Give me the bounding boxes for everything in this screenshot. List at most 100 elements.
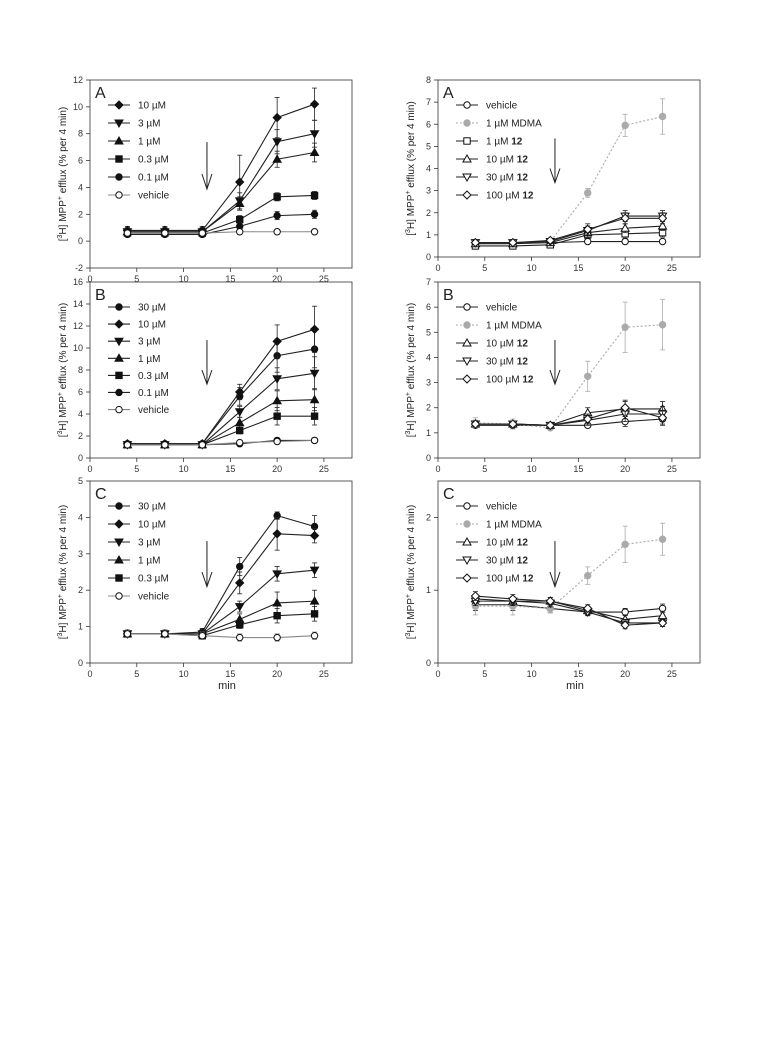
- x-tick-label: 25: [319, 669, 329, 679]
- legend-marker: [462, 374, 472, 384]
- series-line: [475, 407, 663, 426]
- y-axis-label: [3H] MPP+ efflux (% per 4 min): [405, 505, 417, 640]
- legend-label: 0.3 µM: [138, 155, 169, 166]
- data-point: [309, 130, 320, 139]
- legend-marker: [114, 538, 124, 548]
- legend-marker: [115, 502, 123, 510]
- x-tick-label: 5: [482, 669, 487, 679]
- x-tick-label: 10: [527, 263, 537, 273]
- y-tick-label: 8: [78, 129, 83, 139]
- data-point: [236, 621, 244, 629]
- legend-label: 100 µM 12: [486, 574, 534, 585]
- y-tick-label: 12: [73, 75, 83, 85]
- data-point: [621, 323, 629, 331]
- x-tick-label: 25: [667, 263, 677, 273]
- y-axis-label: [3H] MPP+ efflux (% per 4 min): [57, 505, 69, 640]
- x-tick-label: 10: [527, 669, 537, 679]
- data-point: [273, 412, 281, 420]
- data-point: [123, 630, 132, 638]
- legend-marker: [115, 191, 123, 199]
- legend-label: 1 µM 12: [486, 137, 523, 148]
- data-point: [309, 369, 320, 379]
- y-tick-label: 4: [78, 512, 83, 522]
- legend-marker: [115, 303, 123, 311]
- y-tick-label: 7: [426, 277, 431, 287]
- legend-label: 30 µM: [138, 502, 166, 513]
- drug-arrow-head: [549, 168, 561, 185]
- panel-label: C: [95, 486, 107, 503]
- series-5: [470, 591, 668, 630]
- legend-label: 10 µM 12: [486, 155, 528, 166]
- series-1: [471, 413, 667, 430]
- data-point: [310, 228, 319, 236]
- legend-marker: [114, 319, 124, 329]
- drug-arrow-head: [201, 571, 213, 589]
- y-tick-label: 5: [78, 476, 83, 486]
- series-line: [127, 328, 315, 445]
- x-tick-label: 20: [620, 263, 630, 273]
- data-point: [123, 441, 132, 449]
- panel-label: A: [95, 85, 106, 102]
- x-tick-label: 25: [667, 669, 677, 679]
- legend-label: 10 µM 12: [486, 339, 528, 350]
- data-point: [272, 597, 283, 607]
- y-tick-label: 6: [78, 156, 83, 166]
- series-line: [127, 600, 315, 635]
- panel-label: A: [443, 85, 454, 102]
- data-point: [621, 237, 629, 246]
- y-tick-label: 4: [426, 352, 431, 362]
- legend-label: 30 µM 12: [486, 357, 528, 368]
- x-tick-label: 25: [319, 274, 329, 284]
- series-line: [475, 600, 663, 624]
- y-tick-label: 16: [73, 277, 83, 287]
- series-line: [475, 225, 663, 245]
- y-axis-label: [3H] MPP+ efflux (% per 4 min): [57, 107, 69, 242]
- legend-marker: [115, 173, 123, 181]
- plot-frame: [437, 480, 701, 664]
- x-tick-label: 5: [482, 464, 487, 474]
- data-point: [234, 198, 245, 208]
- y-tick-label: 4: [78, 409, 83, 419]
- series-line: [127, 439, 315, 446]
- data-point: [583, 414, 593, 424]
- data-point: [309, 324, 320, 335]
- data-point: [657, 413, 668, 423]
- data-point: [658, 604, 667, 613]
- data-point: [161, 441, 169, 449]
- data-point: [273, 228, 281, 236]
- series-line: [475, 115, 663, 245]
- data-point: [584, 571, 592, 580]
- series-line: [127, 231, 315, 234]
- data-point: [198, 441, 206, 449]
- data-point: [508, 419, 518, 429]
- legend-label: vehicle: [138, 592, 170, 603]
- legend-label: 10 µM: [138, 520, 166, 531]
- legend-marker: [462, 190, 472, 200]
- x-axis-label: min: [218, 680, 236, 692]
- y-tick-label: 14: [73, 299, 83, 309]
- series-line: [127, 151, 315, 233]
- x-tick-label: 20: [620, 669, 630, 679]
- data-point: [236, 562, 244, 571]
- y-tick-label: 1: [426, 428, 431, 438]
- x-tick-label: 25: [319, 464, 329, 474]
- y-tick-label: 6: [78, 387, 83, 397]
- legend-marker: [114, 554, 124, 564]
- legend-label: 0.1 µM: [138, 173, 169, 184]
- x-tick-label: 10: [179, 669, 189, 679]
- plot-frame: [89, 79, 353, 269]
- data-point: [272, 138, 283, 147]
- series-3: [471, 227, 667, 250]
- chart-panel-4: 0 5 10 15 20 25 0 1 2 3 4 5 6 7 [3H] MPP+ efflux (% pe…: [405, 277, 701, 474]
- data-point: [273, 611, 281, 620]
- data-point: [309, 596, 320, 605]
- legend-marker: [115, 155, 123, 163]
- data-point: [310, 191, 319, 200]
- legend-label: 10 µM 12: [486, 538, 528, 549]
- y-tick-label: 4: [426, 164, 431, 174]
- legend-label: 1 µM MDMA: [486, 520, 542, 531]
- data-point: [236, 633, 244, 642]
- data-point: [658, 535, 667, 543]
- panel-label: C: [443, 486, 455, 503]
- series-4: [470, 596, 668, 628]
